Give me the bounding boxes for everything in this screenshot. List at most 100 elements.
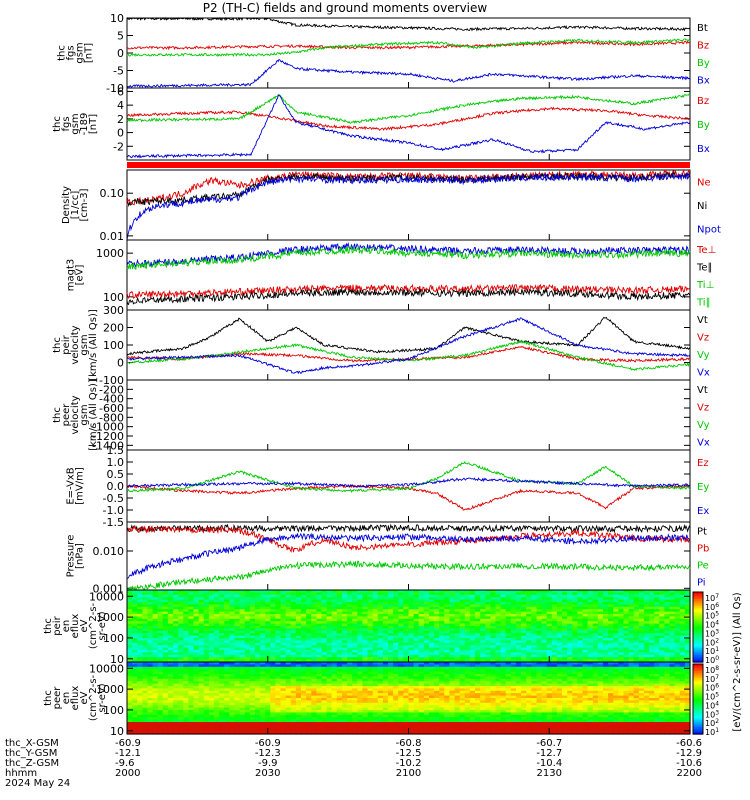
y-tick-label: -200 [99,383,124,396]
y-tick-label: 100 [103,339,124,352]
legend-peer_velocity-0: Vt [697,385,708,396]
y-tick-label: -600 [99,402,124,415]
y-tick-label: 0.5 [107,468,125,481]
y-tick-label: -1.5 [103,516,124,529]
footer-value-z: -9.6 [115,758,135,769]
legend-efield-0: Ez [697,458,709,469]
footer-value-t: 2100 [396,768,421,779]
legend-peir_velocity-0: Vt [697,315,708,326]
colorbar-tick: 106 [705,602,719,612]
red-band [127,162,690,168]
legend-efield-2: Ex [697,506,709,517]
footer-value-y: -12.9 [676,748,702,759]
legend-pressure-2: Pe [697,561,709,572]
y-tick-label: -1.0 [103,504,124,517]
series-temperature-Ti∥ [126,246,691,270]
y-tick-label: 1000 [96,683,124,696]
legend-density-1: Ni [697,201,707,212]
fgs_gsm-ylabel: thcfgsgsm[nT] [57,42,95,63]
series-temperature-Ti⊥ [126,241,691,270]
legend-temperature-0: Te⊥ [696,245,716,256]
plot-title: P2 (TH-C) fields and ground moments over… [202,1,488,15]
fgs_gsm_det-ylabel: thcfgsgsm-189[nT] [52,113,99,136]
series-pressure-Pt [126,523,691,534]
footer-value-z: -10.2 [396,758,422,769]
footer-label: thc_Y-GSM [5,748,57,759]
y-tick-label: -1000 [92,421,124,434]
footer-value-y: -12.3 [255,748,281,759]
peir_spectrogram-ylabel: thcpeirenefluxeV(cm^2-s-sr-eV) [43,602,108,649]
legend-peir_velocity-2: Vy [697,350,710,361]
colorbar-tick: 106 [705,683,719,693]
series-efield-Ez [126,483,691,511]
y-tick-label: 1.0 [107,456,125,469]
y-tick-label: 10 [110,12,124,25]
peir_velocity-frame [126,309,691,381]
y-tick-label: 0.001 [93,582,125,595]
y-tick-label: 10000 [89,662,124,675]
y-tick-label: 1000 [96,611,124,624]
y-tick-label: -1200 [92,430,124,443]
legend-peer_velocity-2: Vy [697,420,710,431]
y-tick-label: 1.5 [107,444,125,457]
footer-value-z: -10.4 [536,758,562,769]
colorbar-tick: 102 [705,718,719,728]
legend-peer_velocity-1: Vz [697,402,709,413]
colorbar-tick: 104 [705,700,719,710]
footer-value-x: -60.6 [676,738,702,749]
legend-density-2: Npot [697,224,721,235]
colorbar-tick: 105 [705,692,719,702]
y-tick-label: 0 [117,47,124,60]
legend-fgs_gsm_det-2: Bx [697,144,710,155]
series-pressure-Pe [126,560,691,592]
series-fgs_gsm-Bt [126,16,691,32]
pressure-ylabel: Pressure[nPa] [66,535,86,578]
series-efield-Ey [126,460,691,494]
peir_velocity-ylabel: thcpeirvelocitygsm[km/s (All Qs)] [52,309,99,381]
colorbar-tick: 101 [705,646,719,656]
y-tick-label: 100 [103,632,124,645]
y-tick-label: 100 [103,291,124,304]
y-tick-label: 0.0 [107,480,125,493]
y-tick-label: 4 [117,99,124,112]
pressure-frame [126,521,691,591]
legend-fgs_gsm-0: Bt [697,23,708,34]
colorbar-tick: 104 [705,620,719,630]
series-temperature-Te∥ [126,287,691,306]
series-fgs_gsm_det-Bx [126,94,691,159]
series-fgs_gsm_det-Bz [126,106,691,131]
footer-value-y: -12.5 [396,748,422,759]
series-density-Ne [126,168,691,207]
fgs_gsm_det-frame [126,87,691,161]
colorbar-tick: 100 [705,655,719,665]
footer-label: thc_X-GSM [5,738,59,749]
colorbar-tick: 102 [705,637,719,647]
footer-label: 2024 May 24 [5,778,70,789]
legend-density-0: Ne [697,178,711,189]
legend-fgs_gsm-1: Bz [697,40,709,51]
y-tick-label: -5 [113,65,124,78]
y-tick-label: 200 [103,322,124,335]
density-ylabel: Density[1/cc][cm-3] [61,186,90,224]
colorbar-tick: 103 [705,628,719,638]
colorbar-tick: 103 [705,709,719,719]
legend-fgs_gsm-3: Bx [697,75,710,86]
footer-value-x: -60.7 [536,738,562,749]
series-fgs_gsm_det-By [126,93,691,124]
legend-peir_velocity-1: Vz [697,332,709,343]
colorbar-tick: 108 [705,665,719,675]
legend-pressure-3: Pi [697,578,706,589]
y-tick-label: -2 [113,140,124,153]
y-tick-label: -1400 [92,439,124,452]
series-pressure-Pi [126,532,691,580]
series-peir_velocity-Vy [126,339,691,371]
efield-ylabel: E=-VxB[mV/m] [66,467,86,505]
series-peir_velocity-Vx [126,317,691,375]
series-temperature-Te⊥ [126,283,691,300]
footer-value-x: -60.9 [115,738,141,749]
colorbar-tick: 107 [705,674,719,684]
y-tick-label: 10 [110,725,124,738]
